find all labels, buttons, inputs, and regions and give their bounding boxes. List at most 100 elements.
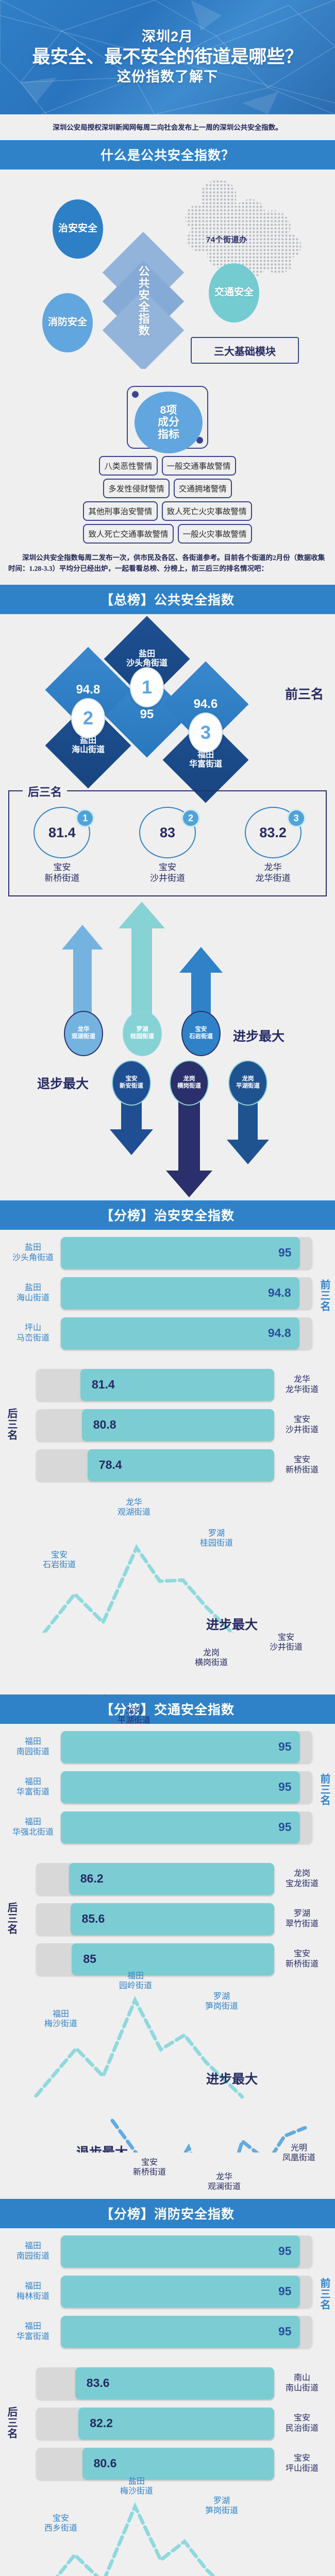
indicator-item: 其他刑事治安警情	[83, 501, 159, 522]
ts-bottom3-score-3: 85	[83, 1952, 96, 1966]
bar-fill: 86.2	[69, 1862, 274, 1895]
publication-note: 深圳公共安全指数每周二发布一次，供市民及各区、各街道参考。目前各个街道的2月份（…	[0, 544, 335, 582]
bar-row: 盐田 沙头角街道 95	[0, 1236, 335, 1269]
indicator-row: 致人死亡交通事故警情 一般火灾事故警情	[7, 524, 328, 545]
bar-row: 盐田 海山街道 94.8	[0, 1277, 335, 1309]
fs-top3-name-1: 福田 南园街道	[5, 2241, 61, 2261]
fs-bottom3-district-3: 宝安	[293, 2454, 310, 2463]
fs-bottom3-side-label: 后三名	[6, 2406, 17, 2439]
intro-paragraph: 深圳公安局授权深圳新闻网每周二向社会发布上一周的深圳公共安全指数。	[0, 114, 335, 141]
ts-declined-2: 龙华 观澜街道	[193, 2172, 255, 2192]
badge-dot-bottomright-icon	[196, 437, 203, 444]
bar-row: 福田 华强北街道 95	[0, 1811, 335, 1843]
section-header-total-board: 【总榜】公共安全指数	[0, 585, 335, 615]
fs-improved-street-2: 梅沙街道	[120, 2486, 153, 2496]
bottom3-rank-badge-3: 3	[287, 809, 306, 828]
ts-top3-name-3: 福田 华强北街道	[5, 1817, 61, 1837]
bar-track: 95	[61, 1236, 312, 1269]
center-index-label: 公共安全指数	[137, 265, 150, 336]
ps-top3-street-1: 沙头角街道	[12, 1253, 54, 1262]
ts-bottom3-street-3: 新桥街道	[285, 1959, 319, 1969]
arrow-down-group-icon	[110, 1067, 269, 1197]
fire-safety-trend-zigzag: 宝安 西乡街道 盐田 梅沙街道 罗湖 笋岗街道 进步最大 退步最大	[0, 2477, 335, 2576]
fs-improved-district-2: 盐田	[128, 2477, 145, 2486]
ts-top3-score-1: 95	[278, 1740, 292, 1754]
bar-fill: 83.6	[75, 2367, 274, 2399]
indicator-item: 致人死亡火灾事故警情	[161, 501, 253, 522]
bar-fill: 95	[61, 1811, 300, 1843]
declined-bubble-3: 龙岗 平湖街道	[228, 1060, 267, 1106]
bar-row: 福田 华富街道 95	[0, 1771, 335, 1803]
bottom3-item: 81.4 1 宝安 新桥街道	[23, 807, 100, 884]
bar-track: 85.6	[36, 1903, 274, 1935]
ts-bottom3-score-2: 85.6	[81, 1912, 105, 1926]
fs-bottom3-score-2: 82.2	[90, 2416, 113, 2430]
concept-diagram: 74个街道办 公共安全指数 治安安全 交通安全 消防安全 三大基础模块	[0, 170, 335, 386]
ps-declined-1: 龙岗 平湖街道	[103, 1706, 165, 1725]
badge-dot-topleft-icon	[132, 391, 139, 398]
fs-improved-street-3: 笋岗街道	[205, 2506, 238, 2515]
fs-bottom3-score-3: 80.6	[93, 2456, 117, 2470]
traffic-safety-top3-chart: 前三名 福田 南园街道 95 福田 华富街道 95	[0, 1723, 335, 1856]
ps-declined-street-2: 横岗街道	[194, 1658, 228, 1667]
ts-declined-3: 光明 凤凰街道	[268, 2143, 330, 2163]
hero-line-2: 最安全、最不安全的街道是哪些？	[32, 46, 303, 67]
fs-bottom3-district-2: 宝安	[293, 2414, 310, 2423]
ps-top3-district-2: 盐田	[24, 1283, 41, 1293]
fs-bottom3-street-1: 南山街道	[285, 2383, 319, 2393]
eight-indicators-badge: 8项 成分 指标	[127, 386, 208, 454]
declined-bubble-1: 宝安 新安街道	[112, 1060, 151, 1106]
eight-indicators-circle: 8项 成分 指标	[135, 392, 203, 454]
ts-declined-district-2: 龙华	[215, 2172, 232, 2181]
ps-bottom3-score-2: 80.8	[93, 1418, 116, 1432]
fs-top3-district-3: 福田	[24, 2322, 41, 2331]
top3-street-3: 华富街道	[189, 760, 223, 769]
ts-top3-district-1: 福田	[24, 1737, 41, 1747]
eight-badge-line2: 成分	[158, 416, 179, 429]
ps-improved-2: 龙华 观湖街道	[103, 1498, 165, 1517]
ps-bottom3-street-3: 新桥街道	[285, 1465, 319, 1475]
improved-street-1: 观湖街道	[72, 1033, 95, 1040]
bottom3-score-3: 83.2	[244, 807, 301, 859]
bottom3-name-1: 宝安 新桥街道	[23, 862, 100, 884]
center-diamond-shape	[102, 232, 185, 369]
ts-bottom3-district-2: 罗湖	[293, 1909, 310, 1919]
total-board-top3: 盐田 沙头角街道 95 1 94.8 盐田 海山街道 2 94.6	[0, 614, 335, 803]
bar-row: 85 宝安 新桥街道	[0, 1943, 335, 1975]
ps-improved-street-2: 观湖街道	[117, 1507, 150, 1517]
bar-fill: 81.4	[80, 1368, 274, 1401]
ps-bottom3-street-2: 沙井街道	[285, 1425, 319, 1434]
ts-improved-street-3: 笋岗街道	[205, 2002, 238, 2011]
bar-fill: 94.8	[61, 1317, 299, 1349]
ts-declined-street-2: 观澜街道	[207, 2182, 241, 2191]
declined-district-3: 龙岗	[242, 1076, 254, 1082]
indicator-grid: 八类恶性警情 一般交通事故警情 多发性侵财警情 交通拥堵警情 其他刑事治安警情 …	[0, 456, 335, 545]
fs-improved-2: 盐田 梅沙街道	[103, 2477, 170, 2496]
fs-top3-street-1: 南园街道	[16, 2251, 49, 2261]
top3-street-2: 海山街道	[71, 745, 105, 755]
ts-bottom3-name-3: 宝安 新桥街道	[274, 1949, 330, 1969]
improved-bubble-3: 宝安 石岩街道	[181, 1010, 221, 1056]
top3-score-3: 94.6	[193, 697, 218, 711]
bar-fill: 95	[61, 1771, 300, 1803]
bar-fill: 95	[61, 2315, 300, 2348]
ps-top3-street-2: 海山街道	[16, 1293, 49, 1302]
bar-fill: 85	[72, 1943, 274, 1975]
fs-top3-district-2: 福田	[24, 2282, 41, 2291]
fs-top3-name-2: 福田 梅林街道	[5, 2281, 61, 2301]
bubble-traffic-safety: 交通安全	[209, 263, 259, 323]
bar-fill: 78.4	[87, 1449, 274, 1481]
ts-bottom3-score-1: 86.2	[80, 1872, 104, 1886]
fs-bottom3-street-3: 坪山街道	[285, 2464, 319, 2473]
ps-bottom3-district-2: 宝安	[293, 1415, 310, 1425]
total-most-declined: 宝安 新安街道 龙岗 横岗街道 龙岗 平湖街道 退步最大	[0, 1056, 335, 1200]
bottom3-item: 83 2 宝安 沙井街道	[129, 807, 206, 884]
fs-top3-district-1: 福田	[24, 2242, 41, 2251]
improved-district-3: 宝安	[195, 1026, 207, 1033]
traffic-safety-trend-zigzag: 福田 梅沙街道 福田 园岭街道 罗湖 笋岗街道 进步最大 退步最大	[0, 1972, 335, 2225]
bubble-public-security: 治安安全	[53, 199, 103, 259]
page-title: 深圳2月 最安全、最不安全的街道是哪些？ 这份指数了解下	[32, 29, 303, 86]
bottom3-district-3: 龙华	[264, 862, 282, 873]
fs-bottom3-street-2: 民治街道	[285, 2424, 319, 2433]
